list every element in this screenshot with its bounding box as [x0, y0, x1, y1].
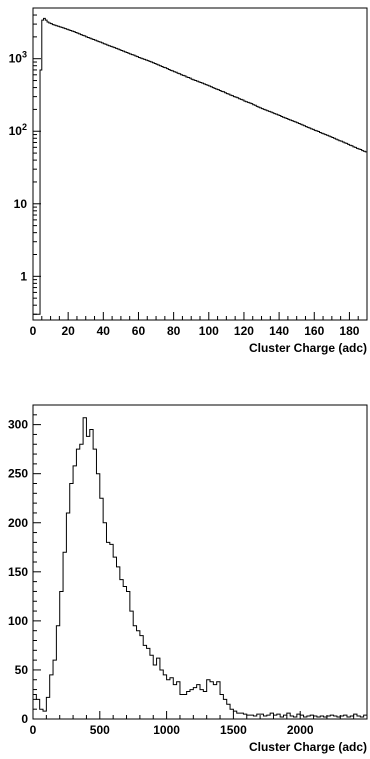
y-tick-label: 250: [8, 467, 28, 481]
x-tick-label: 100: [199, 324, 219, 338]
y-tick-label: 0: [21, 712, 28, 726]
x-tick-label: 1500: [220, 723, 247, 737]
x-tick-label: 500: [90, 723, 110, 737]
x-tick-label: 40: [97, 324, 111, 338]
y-tick-label: 300: [8, 418, 28, 432]
x-tick-label: 1000: [153, 723, 180, 737]
y-tick-label: 103: [9, 50, 27, 66]
chart-bottom-linear-histogram: 0 500 1000 1500 2000 0 50 100 150 200 250 300 Cluste…: [8, 404, 368, 754]
x-axis-title: Cluster Charge (adc): [249, 740, 367, 754]
x-tick-label: 180: [339, 324, 359, 338]
histogram-series: [32, 17, 368, 320]
x-tick-label: 2000: [287, 723, 314, 737]
x-tick-label: 60: [132, 324, 146, 338]
x-tick-label: 0: [30, 723, 37, 737]
y-tick-label: 150: [8, 565, 28, 579]
y-tick-label: 100: [8, 614, 28, 628]
x-tick-label: 80: [167, 324, 181, 338]
x-tick-label: 120: [234, 324, 254, 338]
y-tick-label: 50: [15, 663, 29, 677]
plot-frame: [32, 404, 368, 720]
chart-top-log-histogram: 0 20 40 60 80 100 120 140 160 180 1 10 102 103 Cluster…: [9, 7, 368, 355]
y-tick-label: 10: [14, 197, 28, 211]
x-tick-label: 0: [30, 324, 37, 338]
y-tick-label: 200: [8, 516, 28, 530]
x-tick-label: 20: [61, 324, 75, 338]
y-tick-label: 102: [9, 122, 27, 138]
histogram-series: [32, 417, 368, 719]
x-tick-label: 160: [304, 324, 324, 338]
x-tick-label: 140: [269, 324, 289, 338]
plot-frame: [32, 7, 368, 321]
x-axis-title: Cluster Charge (adc): [249, 341, 367, 355]
y-tick-label: 1: [20, 269, 27, 283]
